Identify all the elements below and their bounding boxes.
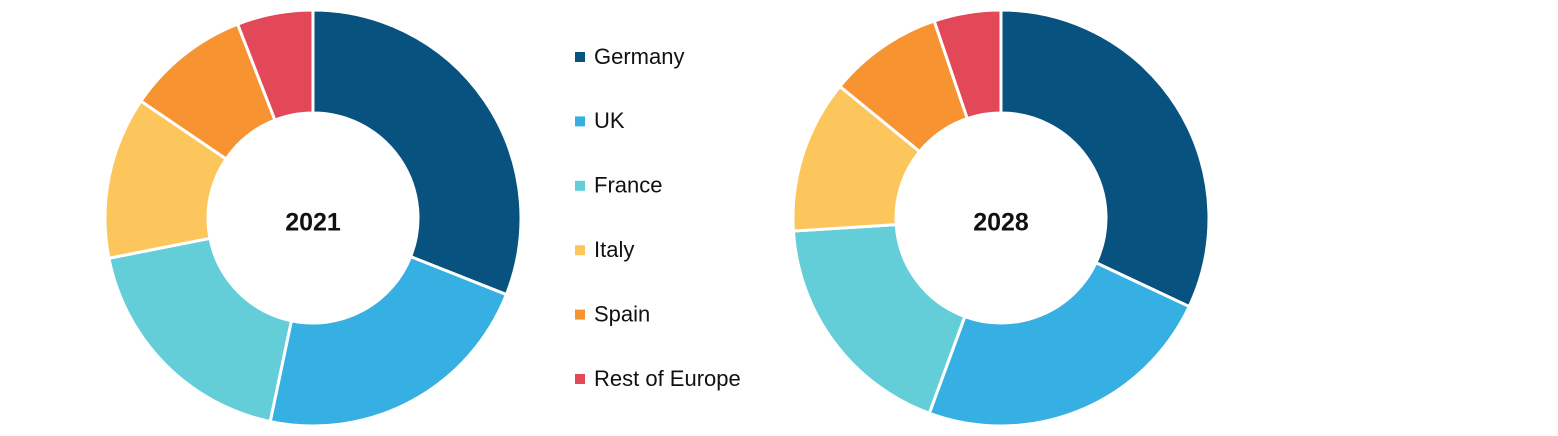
legend-label: Spain [594,301,650,326]
donut-segment [791,223,967,416]
legend-label: Italy [594,237,634,262]
donut-segment [311,8,523,297]
legend-swatch [575,309,585,320]
donut-segment [927,260,1192,428]
donut-segment [999,8,1211,309]
donut-segment [107,236,294,424]
legend-label: UK [594,108,625,133]
legend-swatch [575,374,585,384]
legend-swatch [575,116,585,127]
donut-segment [268,254,509,428]
legend-label: France [594,173,662,198]
legend-swatch [575,180,585,191]
center-label: 2028 [973,209,1029,237]
legend-swatch [575,52,585,62]
center-label: 2021 [285,209,341,237]
legend-label: Rest of Europe [594,366,741,391]
legend-label: Germany [594,44,684,69]
donut-segment [932,8,1003,121]
donut-segment [235,8,315,123]
legend-swatch [575,245,585,256]
